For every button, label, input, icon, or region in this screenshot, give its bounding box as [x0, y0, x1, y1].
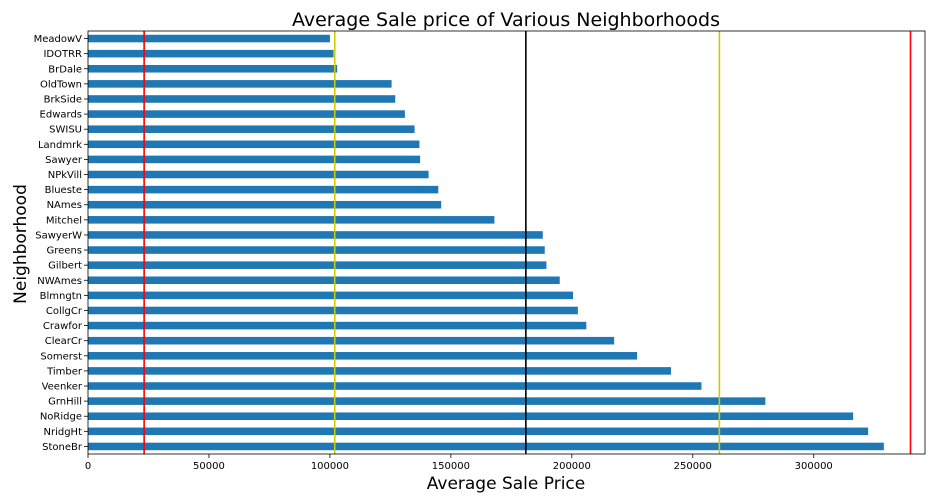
x-tick-label: 50000	[193, 461, 225, 472]
x-tick-label: 150000	[432, 461, 470, 472]
bar-idotrr	[88, 49, 334, 58]
y-tick-label: ClearCr	[45, 336, 83, 347]
bar-timber	[88, 367, 671, 375]
bar-swisu	[88, 125, 415, 133]
bar-brkside	[88, 95, 396, 103]
y-tick-label: BrDale	[48, 64, 82, 75]
chart-title: Average Sale price of Various Neighborho…	[292, 9, 720, 31]
y-tick-label: NPkVill	[48, 170, 82, 181]
plot-frame	[87, 30, 926, 455]
bar-landmrk	[88, 140, 420, 149]
y-axis-label: Neighborhood	[11, 184, 31, 304]
bar-stonebr	[88, 442, 884, 451]
y-tick-label: Somerst	[40, 351, 82, 362]
bar-gilbert	[88, 261, 547, 269]
y-tick-label: NoRidge	[40, 412, 82, 423]
bar-somerst	[88, 352, 638, 360]
x-tick-label: 100000	[311, 461, 349, 472]
y-tick-label: Mitchel	[46, 215, 82, 226]
bar-noridge	[88, 412, 854, 421]
y-tick-label: OldTown	[40, 79, 82, 90]
bar-crawfor	[88, 321, 587, 330]
y-tick-label: IDOTRR	[43, 49, 82, 60]
bar-blmngtn	[88, 291, 574, 300]
x-tick-label: 300000	[795, 461, 833, 472]
y-tick-label: StoneBr	[42, 442, 83, 453]
bar-mitchel	[88, 216, 495, 224]
y-tick-label: Greens	[47, 246, 83, 257]
bar-greens	[88, 246, 545, 254]
bar-sawyer	[88, 155, 421, 164]
x-axis-label: Average Sale Price	[427, 474, 585, 494]
bar-oldtown	[88, 80, 392, 88]
y-tick-label: NridgHt	[43, 427, 82, 438]
bar-veenker	[88, 382, 702, 390]
bar-sawyerw	[88, 231, 543, 239]
x-tick-label: 200000	[553, 461, 591, 472]
y-tick-label: Edwards	[40, 110, 82, 121]
bar-grnhill	[88, 397, 766, 405]
y-tick-label: SawyerW	[35, 230, 82, 241]
x-tick-label: 250000	[674, 461, 712, 472]
y-tick-label: Sawyer	[45, 155, 83, 166]
bar-edwards	[88, 110, 405, 118]
bar-nwames	[88, 276, 560, 285]
x-tick-label: 0	[85, 461, 91, 472]
bar-nridght	[88, 427, 869, 436]
y-tick-label: GrnHill	[48, 397, 82, 408]
y-tick-label: SWISU	[49, 125, 82, 136]
y-tick-label: Blueste	[45, 185, 82, 196]
y-tick-label: MeadowV	[34, 34, 83, 45]
y-tick-label: Timber	[46, 366, 83, 377]
y-tick-label: Gilbert	[48, 261, 82, 272]
bar-brdale	[88, 64, 338, 73]
bar-names	[88, 200, 442, 209]
y-tick-label: NAmes	[47, 200, 82, 211]
y-tick-label: BrkSide	[44, 94, 82, 105]
y-tick-label: Landmrk	[38, 140, 82, 151]
bar-collgcr	[88, 306, 578, 315]
y-tick-label: Veenker	[42, 382, 83, 393]
bar-meadowv	[88, 34, 330, 43]
plot-area: StoneBr NridgHt NoRidge GrnHill Veenker Timbe…	[34, 30, 926, 472]
y-tick-label: NWAmes	[37, 276, 82, 287]
y-tick-label: CollgCr	[46, 306, 83, 317]
y-tick-label: Crawfor	[43, 321, 83, 332]
bar-clearcr	[88, 336, 615, 345]
bar-npkvill	[88, 170, 429, 179]
bar-blueste	[88, 185, 439, 194]
y-tick-label: Blmngtn	[40, 291, 82, 302]
